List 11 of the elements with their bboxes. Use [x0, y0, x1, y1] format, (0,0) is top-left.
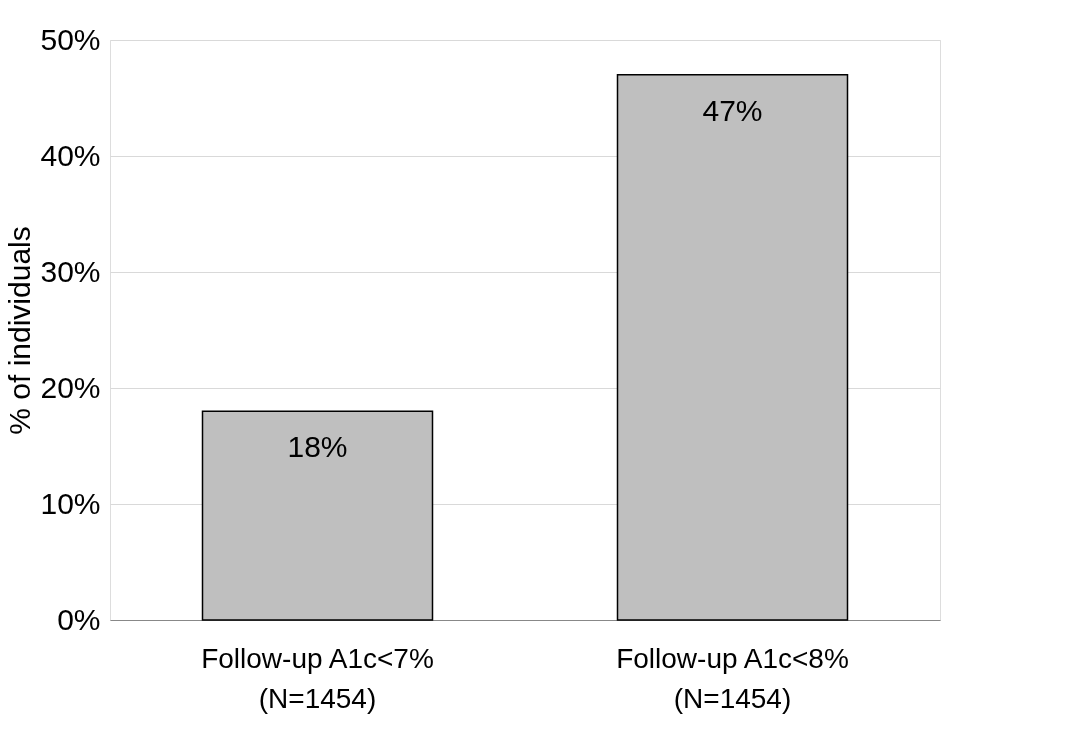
y-tick-label: 30% [40, 254, 101, 288]
y-tick-label: 40% [40, 138, 101, 172]
y-tick-label: 20% [40, 370, 101, 404]
data-label: 18% [287, 430, 348, 464]
x-tick-label: Follow-up A1c<7% (N=1454) [201, 642, 434, 714]
x-tick-label: Follow-up A1c<8% (N=1454) [616, 642, 849, 714]
y-tick-label: 0% [57, 602, 101, 636]
y-tick-label: 50% [40, 22, 101, 56]
data-label: 47% [702, 93, 763, 127]
y-axis-title: % of individuals [3, 226, 37, 435]
y-tick-label: 10% [40, 486, 101, 520]
